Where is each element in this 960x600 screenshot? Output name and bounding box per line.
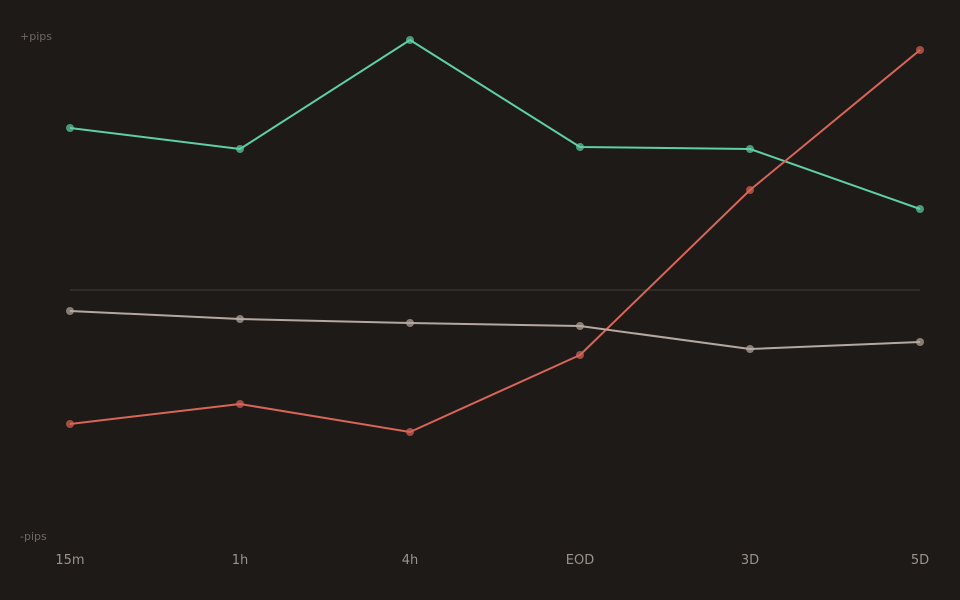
data-point [576, 322, 584, 330]
series-line [69, 310, 921, 350]
x-tick-label: 4h [402, 553, 419, 568]
series-1 [66, 36, 924, 213]
x-tick-label: 5D [911, 553, 929, 568]
x-tick-label: EOD [566, 553, 594, 568]
data-point [406, 319, 414, 327]
x-axis-ticks: 15m 1h 4h EOD 3D 5D [55, 553, 929, 568]
x-tick-label: 1h [232, 553, 249, 568]
data-point [576, 351, 584, 359]
data-point [406, 428, 414, 436]
data-point [66, 124, 74, 132]
data-point [916, 46, 924, 54]
x-tick-label: 3D [741, 553, 759, 568]
series-3 [66, 307, 924, 353]
data-point [66, 307, 74, 315]
data-point [746, 186, 754, 194]
y-axis-top-label: +pips [20, 30, 52, 43]
series-line [69, 39, 921, 210]
data-point [746, 145, 754, 153]
data-point [66, 420, 74, 428]
data-point [406, 36, 414, 44]
series-layer [66, 36, 924, 436]
data-point [916, 338, 924, 346]
data-point [576, 143, 584, 151]
y-axis-bottom-label: -pips [20, 530, 47, 543]
data-point [746, 345, 754, 353]
x-tick-label: 15m [55, 553, 84, 568]
data-point [236, 145, 244, 153]
series-line [69, 49, 921, 433]
data-point [916, 205, 924, 213]
data-point [236, 400, 244, 408]
series-2 [66, 46, 924, 436]
data-point [236, 315, 244, 323]
